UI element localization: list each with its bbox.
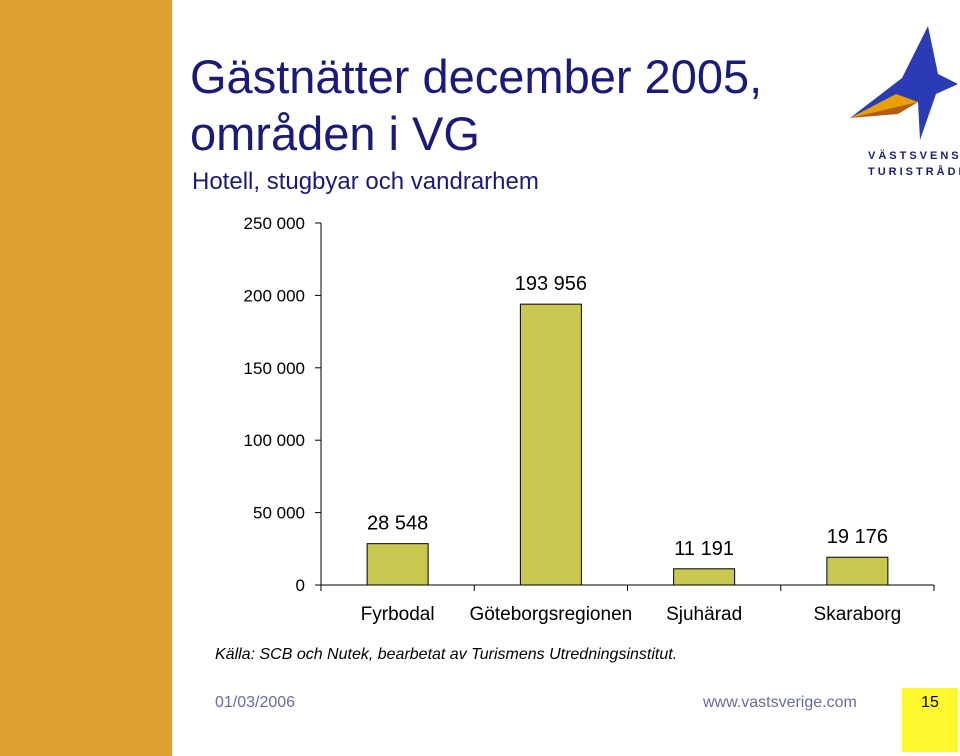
x-category-label: Fyrbodal bbox=[361, 604, 435, 625]
y-tick-label: 100 000 bbox=[244, 431, 305, 450]
y-tick-label: 0 bbox=[296, 576, 305, 595]
page-subtitle: Hotell, stugbyar och vandrarhem bbox=[192, 168, 539, 195]
x-category-label: Göteborgsregionen bbox=[470, 604, 633, 625]
bar-value-label: 193 956 bbox=[515, 273, 587, 295]
source-note: Källa: SCB och Nutek, bearbetat av Turis… bbox=[215, 646, 678, 663]
bar-sjuhärad bbox=[673, 568, 736, 586]
title-line-2: områden i VG bbox=[190, 107, 480, 160]
page-number: 15 bbox=[921, 694, 939, 711]
bar-value-label: 11 191 bbox=[674, 538, 734, 560]
x-category-label: Sjuhärad bbox=[666, 604, 742, 625]
side-bar bbox=[0, 0, 172, 756]
footer-date: 01/03/2006 bbox=[215, 694, 296, 711]
y-tick-label: 200 000 bbox=[244, 286, 305, 305]
y-tick-label: 50 000 bbox=[253, 504, 305, 523]
bar-value-label: 19 176 bbox=[827, 526, 888, 548]
title-line-1: Gästnätter december 2005, bbox=[190, 50, 763, 103]
bar-chart: 0 50 000 100 000 150 000 200 000 250 000 28 54… bbox=[244, 214, 935, 625]
bar-fyrbodal bbox=[366, 543, 429, 586]
bar-skaraborg bbox=[826, 556, 889, 586]
vastsvenska-logo-icon bbox=[850, 26, 958, 140]
x-category-label: Skaraborg bbox=[814, 604, 902, 625]
logo-text-line-2: TURISTRÅDET bbox=[868, 166, 960, 178]
y-tick-label: 250 000 bbox=[244, 214, 305, 233]
y-tick-label: 150 000 bbox=[244, 359, 305, 378]
page-title: Gästnätter december 2005, områden i VG bbox=[190, 48, 762, 162]
bar-göteborgsregionen bbox=[519, 303, 582, 586]
footer-url: www.vastsverige.com bbox=[703, 694, 857, 711]
page-number-box: 15 bbox=[902, 688, 958, 752]
bar-value-label: 28 548 bbox=[367, 513, 428, 535]
logo-text-line-1: VÄSTSVENSKA bbox=[868, 150, 960, 162]
